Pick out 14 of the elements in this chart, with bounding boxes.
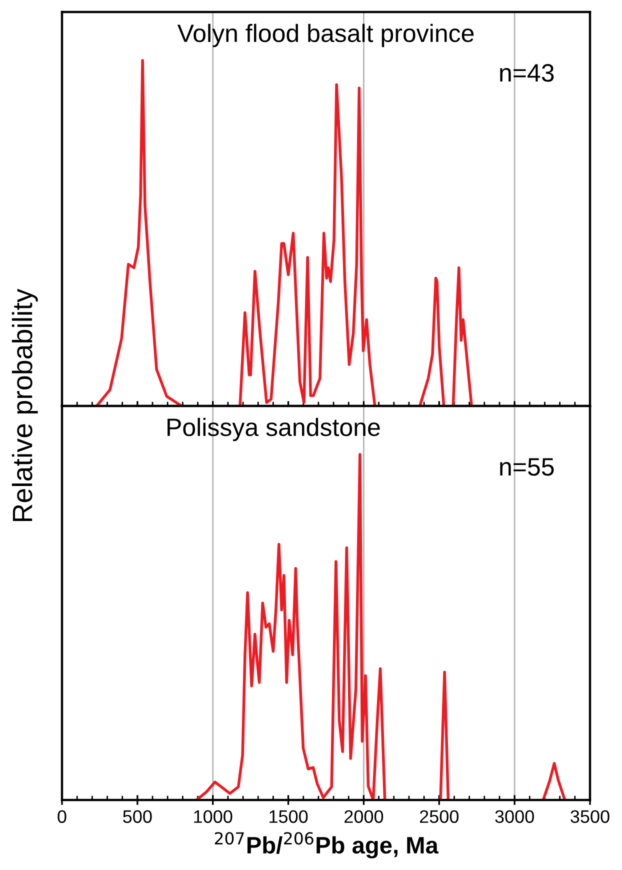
chart-title: Volyn flood basalt province [177, 24, 474, 48]
x-tick-label: 500 [123, 810, 152, 823]
x-axis-title: $^{207}$Pb/$^{206}$Pb age, Ma [214, 832, 439, 858]
chart-title: Polissya sandstone [168, 418, 380, 442]
x-tick-label: 0 [58, 810, 66, 823]
annotation: n=55 [500, 458, 554, 476]
x-tick-label: 1500 [270, 810, 308, 823]
annotation: n=43 [500, 64, 554, 82]
y-axis-title: Relative probability [12, 288, 38, 522]
x-tick-label: 2000 [344, 810, 384, 823]
x-tick-label: 3000 [495, 810, 534, 823]
x-tick-label: 2500 [420, 810, 459, 823]
x-tick-label: 1000 [194, 810, 232, 823]
x-tick-label: 3500 [570, 810, 610, 823]
